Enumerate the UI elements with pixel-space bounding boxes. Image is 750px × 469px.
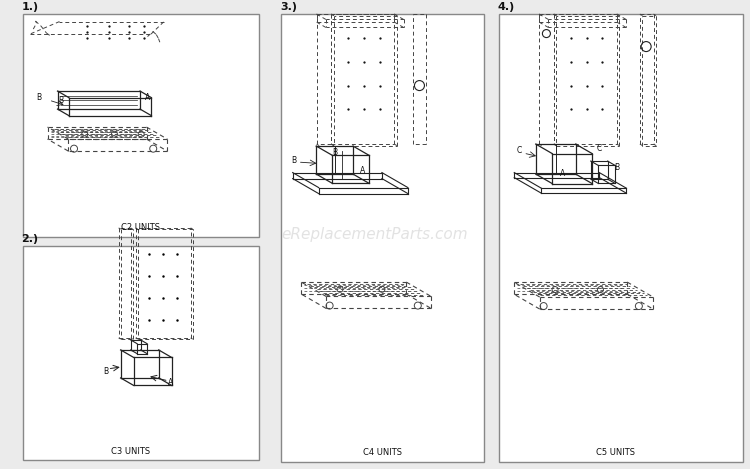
FancyBboxPatch shape (22, 246, 259, 460)
FancyBboxPatch shape (499, 14, 742, 462)
Text: B: B (291, 156, 296, 165)
Text: 1.): 1.) (22, 2, 39, 12)
Text: 4.): 4.) (498, 2, 515, 12)
Text: eReplacementParts.com: eReplacementParts.com (282, 227, 468, 242)
Text: C: C (596, 144, 602, 153)
FancyBboxPatch shape (22, 14, 259, 237)
Text: B: B (58, 96, 64, 105)
Text: B: B (36, 93, 41, 102)
FancyBboxPatch shape (281, 14, 484, 462)
Text: B: B (615, 163, 620, 172)
Text: B: B (103, 367, 108, 377)
Text: C3 UNITS: C3 UNITS (111, 446, 150, 455)
Text: 3.): 3.) (280, 2, 297, 12)
Text: C: C (517, 146, 522, 155)
Text: B: B (332, 148, 338, 157)
Text: C5 UNITS: C5 UNITS (596, 448, 635, 457)
Text: A: A (560, 169, 566, 178)
Text: A: A (360, 166, 364, 175)
Text: C2 UNITS: C2 UNITS (122, 223, 160, 232)
Text: A: A (168, 378, 173, 387)
Text: A: A (146, 93, 151, 102)
Text: C4 UNITS: C4 UNITS (363, 448, 402, 457)
Text: 2.): 2.) (22, 234, 39, 244)
